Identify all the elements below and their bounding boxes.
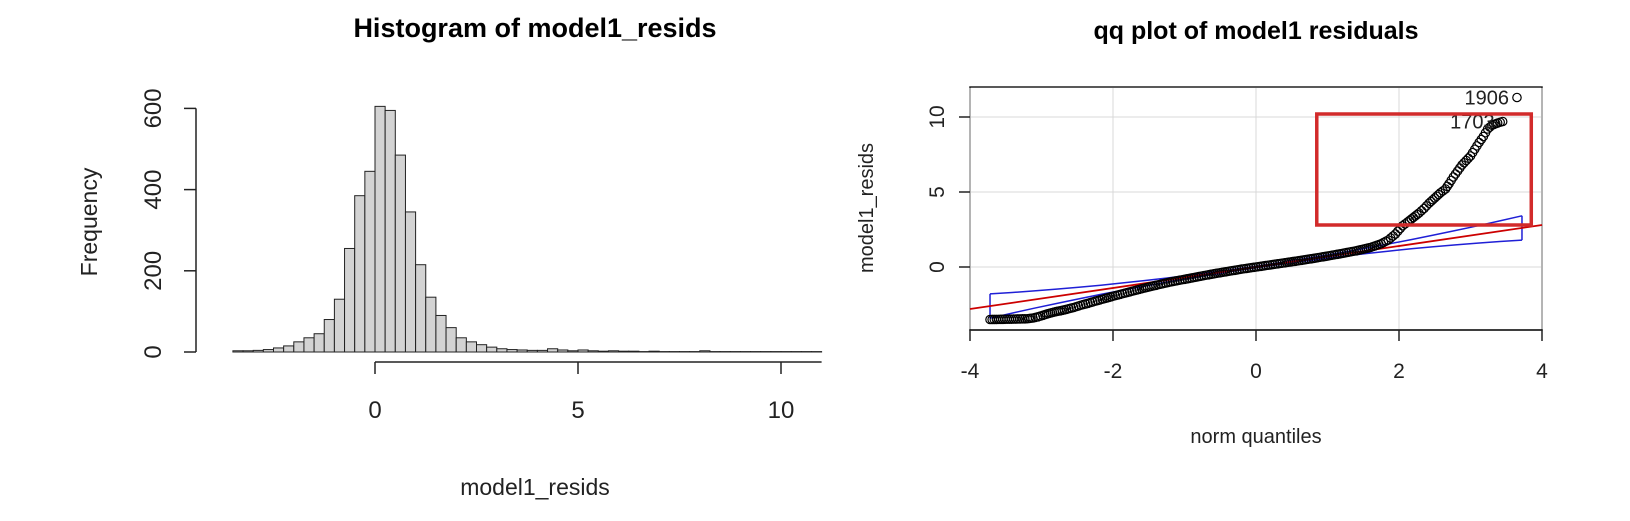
histogram-x-tick-label: 5 bbox=[571, 397, 584, 424]
qq-y-label: model1_resids bbox=[856, 143, 878, 273]
qq-point bbox=[1390, 229, 1401, 239]
histogram-x-tick-label: 0 bbox=[368, 397, 381, 424]
histogram-bar bbox=[607, 350, 620, 353]
qq-point bbox=[1393, 226, 1403, 237]
histogram-bar bbox=[486, 346, 498, 353]
histogram-bar bbox=[699, 350, 711, 353]
histogram-bar bbox=[496, 348, 508, 353]
qq-x-label: norm quantiles bbox=[1190, 426, 1321, 448]
qq-point bbox=[1512, 92, 1522, 103]
histogram-bar bbox=[516, 349, 528, 353]
qq-x-tick-label: 4 bbox=[1536, 360, 1548, 383]
histogram-bar bbox=[404, 211, 417, 353]
histogram-bar bbox=[526, 349, 538, 353]
histogram-bar bbox=[628, 350, 640, 353]
histogram-x-tick-label: 10 bbox=[768, 397, 795, 424]
histogram-bar bbox=[303, 337, 315, 353]
histogram-y-tick-label: 200 bbox=[140, 251, 167, 291]
histogram-bar bbox=[313, 333, 325, 353]
histogram-y-axis: 0 200 400 600 bbox=[140, 88, 197, 359]
histogram-bar bbox=[597, 350, 609, 353]
histogram-y-label: Frequency bbox=[76, 167, 102, 276]
histogram-bar bbox=[374, 105, 386, 353]
histogram-x-label: model1_resids bbox=[460, 474, 610, 500]
qq-y-tick-label: 10 bbox=[926, 105, 949, 128]
qq-x-tick-label: -4 bbox=[961, 360, 980, 383]
histogram-bar bbox=[567, 350, 579, 353]
qq-point bbox=[1419, 203, 1429, 214]
histogram-title: Histogram of model1_resids bbox=[353, 13, 716, 43]
histogram-bar bbox=[364, 170, 376, 353]
histogram-bar bbox=[344, 247, 356, 353]
histogram-bar bbox=[618, 350, 630, 353]
histogram-bar bbox=[557, 349, 569, 353]
histogram-x-axis: 0 5 10 bbox=[368, 361, 822, 424]
histogram-bar bbox=[425, 296, 437, 353]
qq-points bbox=[985, 92, 1522, 325]
histogram-bar bbox=[384, 109, 396, 353]
qq-highlight-group bbox=[1315, 112, 1534, 227]
histogram-bar bbox=[242, 350, 254, 353]
qq-x-tick-label: 0 bbox=[1250, 360, 1262, 383]
qq-x-axis: -4 -2 0 2 4 bbox=[961, 329, 1548, 383]
histogram-panel: Histogram of model1_resids 0 5 10 0 200 400 6… bbox=[76, 13, 823, 500]
histogram-bar bbox=[648, 350, 660, 353]
histogram-bar bbox=[455, 337, 467, 353]
histogram-bar bbox=[465, 341, 478, 353]
histogram-y-tick-label: 400 bbox=[140, 170, 167, 210]
histogram-bar bbox=[333, 298, 346, 353]
qq-highlight-box bbox=[1315, 112, 1534, 227]
histogram-bar bbox=[323, 319, 335, 353]
histogram-bar bbox=[415, 264, 427, 353]
histogram-bar bbox=[273, 347, 285, 353]
qq-y-tick-label: 5 bbox=[926, 186, 949, 198]
qq-point bbox=[1378, 237, 1389, 248]
qq-point bbox=[1497, 116, 1508, 127]
qq-y-axis: 0 5 10 bbox=[926, 105, 970, 273]
qq-y-tick-label: 0 bbox=[926, 261, 949, 273]
histogram-y-tick-label: 600 bbox=[140, 88, 167, 128]
histogram-bar bbox=[476, 344, 488, 353]
qq-x-tick-label: 2 bbox=[1393, 360, 1405, 383]
histogram-bar bbox=[262, 349, 275, 353]
qq-title: qq plot of model1 residuals bbox=[1093, 17, 1418, 45]
histogram-bar bbox=[587, 350, 599, 353]
histogram-bar bbox=[536, 349, 549, 353]
histogram-bar bbox=[293, 341, 305, 353]
histogram-bar bbox=[577, 349, 589, 353]
qq-x-tick-label: -2 bbox=[1104, 360, 1123, 383]
histogram-bar bbox=[283, 345, 295, 353]
histogram-bar bbox=[252, 349, 264, 353]
histogram-bar bbox=[445, 327, 457, 353]
qq-reference-line bbox=[969, 224, 1543, 310]
qq-point bbox=[1381, 236, 1391, 247]
histogram-bar bbox=[232, 350, 244, 353]
histogram-bar bbox=[435, 314, 447, 353]
histogram-bar bbox=[394, 154, 406, 353]
histogram-bar bbox=[506, 349, 518, 353]
qq-gridlines bbox=[969, 88, 1543, 329]
qq-point bbox=[1476, 134, 1487, 145]
histogram-y-tick-label: 0 bbox=[140, 345, 167, 358]
histogram-bar bbox=[354, 195, 366, 353]
histogram-bars bbox=[232, 105, 823, 353]
qq-reference-line-group bbox=[969, 224, 1543, 310]
qq-outlier-label: 1703 bbox=[1450, 112, 1495, 134]
qq-point bbox=[1416, 205, 1427, 216]
qq-outlier-label: 1906 bbox=[1464, 88, 1509, 110]
histogram-bar bbox=[547, 348, 559, 353]
